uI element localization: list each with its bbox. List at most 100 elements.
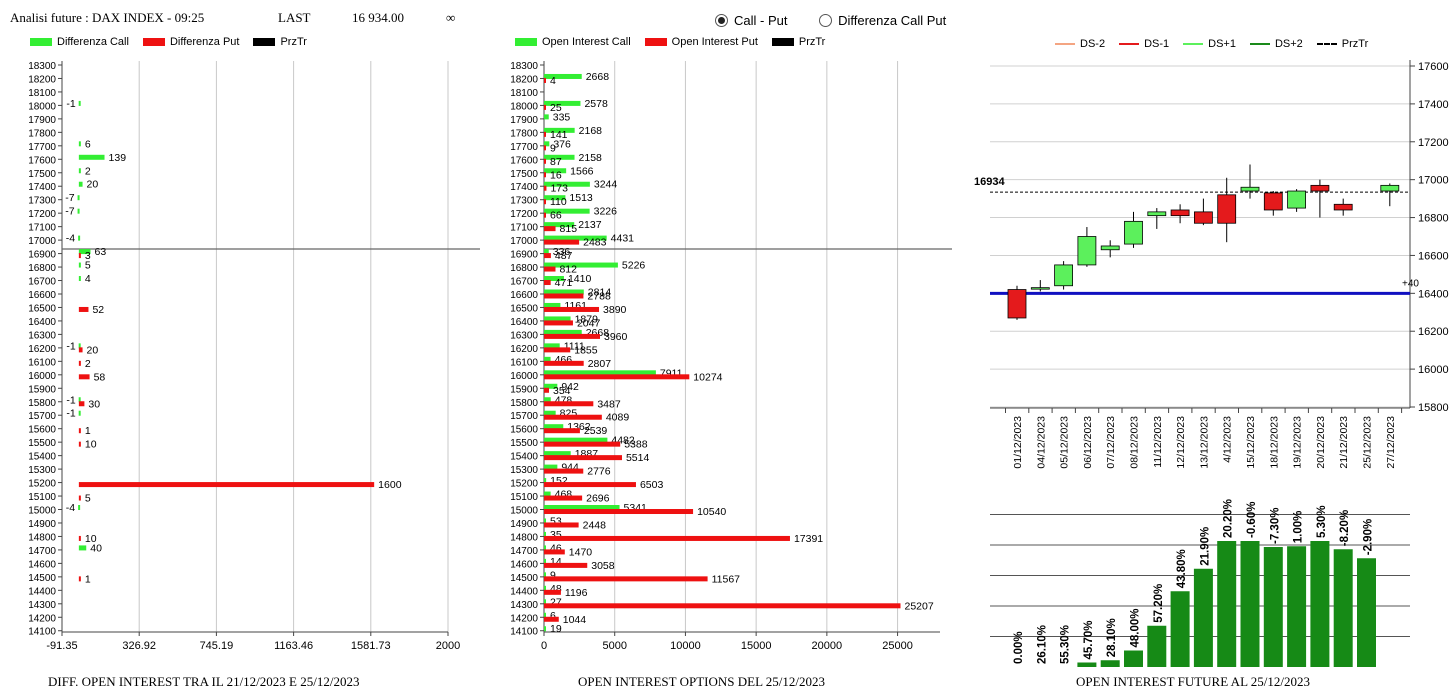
bar-data-label: 815 — [560, 223, 578, 235]
x-tick-label: 2000 — [436, 640, 460, 652]
bar-call — [78, 505, 81, 511]
bar-put — [544, 266, 556, 272]
candle-body — [1147, 211, 1167, 217]
header: Analisi future : DAX INDEX - 09:25 LAST … — [10, 8, 490, 28]
bar-put — [78, 306, 89, 312]
bar-data-label: -1 — [66, 408, 75, 420]
bar-call — [544, 356, 551, 362]
bar-data-label: 376 — [553, 138, 571, 150]
y-tick-label: 14800 — [28, 532, 56, 543]
y-tick-label: 17600 — [1418, 61, 1449, 73]
bar-data-label: 139 — [109, 152, 127, 164]
y-tick-label: 14300 — [28, 600, 56, 611]
legend-swatch-icon — [1055, 43, 1075, 45]
bar-put — [544, 158, 546, 164]
oi-future-bar-label: 20.20% — [1223, 499, 1235, 538]
oi-future-bar-label: 5.30% — [1316, 505, 1328, 538]
bar-data-label: 1513 — [569, 192, 593, 204]
bar-data-label: 4 — [85, 273, 91, 285]
bar-data-label: 2788 — [587, 290, 611, 302]
bar-data-label: 4089 — [606, 412, 630, 424]
bar-put — [544, 333, 601, 339]
radio-call-put[interactable]: Call - Put — [715, 13, 787, 28]
bar-data-label: 11567 — [712, 573, 741, 585]
bar-call — [544, 424, 564, 430]
x-date-label: 08/12/2023 — [1129, 416, 1141, 469]
bar-put — [78, 374, 90, 380]
bar-put — [78, 535, 81, 541]
bar-call — [544, 370, 656, 376]
x-date-label: 25/12/2023 — [1362, 416, 1374, 469]
bar-put — [544, 306, 600, 312]
y-tick-label: 17300 — [28, 196, 56, 207]
y-tick-label: 17800 — [28, 128, 56, 139]
y-tick-label: 14100 — [510, 627, 538, 638]
y-tick-label: 17100 — [28, 223, 56, 234]
oi-future-bar-label: -7.30% — [1269, 508, 1281, 544]
y-tick-label: 15900 — [510, 384, 538, 395]
bar-data-label: 35 — [550, 529, 562, 541]
bar-data-label: 46 — [550, 542, 562, 554]
legend-mid-item: PrzTr — [771, 36, 825, 48]
bar-data-label: -1 — [66, 394, 75, 406]
bar-call — [78, 410, 81, 416]
y-tick-label: 17200 — [510, 209, 538, 220]
bar-data-label: 173 — [550, 183, 568, 195]
x-tick-label: 1163.46 — [274, 640, 313, 652]
y-tick-label: 14900 — [28, 519, 56, 530]
bar-put — [544, 589, 561, 595]
x-date-label: 19/12/2023 — [1292, 416, 1304, 469]
oi-future-bar — [1193, 568, 1213, 667]
y-tick-label: 16700 — [28, 277, 56, 288]
x-tick-label: 20000 — [812, 640, 843, 652]
bar-put — [544, 428, 580, 434]
bar-data-label: 2578 — [584, 98, 608, 110]
x-date-label: 04/12/2023 — [1035, 416, 1047, 469]
bar-data-label: 1855 — [574, 344, 598, 356]
bar-put — [544, 360, 584, 366]
bar-data-label: 2 — [85, 165, 91, 177]
legend-swatch-icon — [1249, 43, 1270, 45]
bar-data-label: -4 — [66, 233, 75, 245]
y-tick-label: 16600 — [1418, 250, 1449, 262]
bar-data-label: 335 — [553, 111, 571, 123]
bar-data-label: 10540 — [697, 506, 726, 518]
bar-put — [78, 360, 81, 366]
radio-differenza-call-put[interactable]: Differenza Call Put — [819, 13, 946, 28]
bar-call — [78, 397, 81, 403]
legend-left: Differenza Call Differenza Put PrzTr — [30, 36, 321, 52]
bar-call — [544, 383, 558, 389]
candle-body — [1240, 186, 1260, 192]
bar-put — [544, 522, 579, 528]
bar-data-label: 5226 — [622, 260, 646, 272]
y-tick-label: 15500 — [28, 438, 56, 449]
y-tick-label: 17200 — [1418, 137, 1449, 149]
bar-put — [544, 616, 559, 622]
oi-future-bar — [1147, 625, 1167, 667]
bar-put — [544, 104, 546, 110]
x-tick-label: 15000 — [741, 640, 772, 652]
y-tick-label: 15800 — [510, 398, 538, 409]
x-tick-label: -91.35 — [46, 640, 77, 652]
y-tick-label: 15700 — [28, 411, 56, 422]
bar-put — [544, 603, 901, 609]
bar-call — [78, 249, 91, 255]
bar-call — [544, 262, 618, 268]
bar-data-label: -1 — [66, 340, 75, 352]
legend-left-item: Differenza Put — [142, 36, 239, 48]
x-date-label: 21/12/2023 — [1338, 416, 1350, 469]
bar-call — [544, 208, 590, 214]
bar-data-label: 2696 — [586, 493, 610, 505]
candle-body — [1030, 287, 1050, 290]
last-label: LAST — [278, 10, 311, 25]
bar-call — [78, 141, 81, 147]
bar-call — [544, 518, 546, 524]
bar-data-label: 6 — [550, 610, 556, 622]
candle-body — [1217, 194, 1237, 224]
bar-data-label: 17391 — [794, 533, 823, 545]
y-tick-label: 16000 — [510, 371, 538, 382]
bar-put — [544, 253, 551, 259]
bar-data-label: 942 — [561, 381, 579, 393]
x-date-label: 07/12/2023 — [1105, 416, 1117, 469]
x-tick-label: 5000 — [602, 640, 626, 652]
